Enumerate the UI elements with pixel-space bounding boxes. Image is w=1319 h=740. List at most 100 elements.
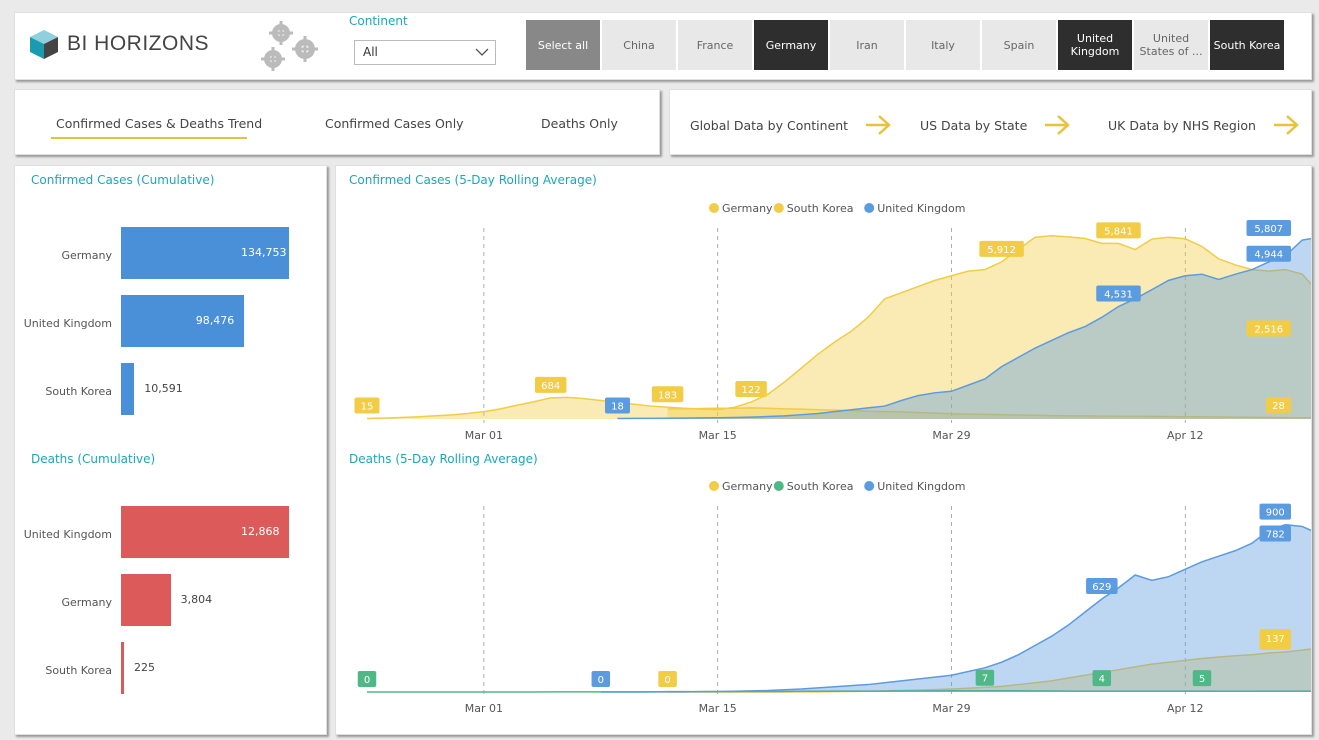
bar-value-label: 98,476 bbox=[195, 314, 235, 327]
bar[interactable] bbox=[121, 227, 289, 279]
nav-uk-data[interactable]: UK Data by NHS Region bbox=[1108, 114, 1300, 136]
legend-item: United Kingdom bbox=[864, 202, 965, 215]
slicer-iran[interactable]: Iran bbox=[830, 20, 904, 70]
data-label-text: 0 bbox=[364, 675, 370, 686]
data-label-bg bbox=[1266, 397, 1291, 414]
data-label-bg bbox=[651, 386, 684, 403]
nav-us-label: US Data by State bbox=[920, 117, 1028, 133]
data-label: 28 bbox=[1266, 397, 1291, 414]
data-label-bg bbox=[1192, 670, 1212, 687]
legend-label: South Korea bbox=[787, 480, 854, 493]
data-label-text: 15 bbox=[361, 402, 374, 413]
legend-label: South Korea bbox=[787, 202, 854, 215]
tab-confirmed-and-deaths[interactable]: Confirmed Cases & Deaths Trend bbox=[56, 116, 263, 131]
data-label-bg bbox=[658, 671, 677, 687]
legend-marker bbox=[773, 203, 784, 213]
bar-label: South Korea bbox=[45, 664, 112, 677]
legend-marker bbox=[709, 481, 719, 491]
series-area bbox=[667, 648, 1311, 692]
legend-label: United Kingdom bbox=[877, 480, 965, 493]
data-label-text: 28 bbox=[1272, 401, 1285, 412]
legend-marker bbox=[864, 481, 875, 491]
data-label-bg bbox=[534, 376, 567, 393]
legend-item: Germany bbox=[709, 202, 773, 215]
data-label-bg bbox=[605, 397, 630, 414]
slicer-south-korea[interactable]: South Korea bbox=[1210, 20, 1284, 70]
series-line bbox=[600, 523, 1311, 693]
bar-label: United Kingdom bbox=[23, 317, 112, 330]
legend-item: South Korea bbox=[773, 480, 854, 493]
data-label: 0 bbox=[658, 671, 677, 687]
bar-value-label: 134,753 bbox=[241, 246, 287, 259]
bar[interactable] bbox=[121, 295, 244, 347]
bar-label: South Korea bbox=[45, 385, 112, 398]
legend-item: Germany bbox=[709, 480, 773, 493]
legend-label: Germany bbox=[722, 202, 773, 215]
bar[interactable] bbox=[121, 574, 171, 626]
tab-confirmed-only[interactable]: Confirmed Cases Only bbox=[325, 116, 464, 131]
bar-label: Germany bbox=[61, 596, 112, 609]
bar-label: United Kingdom bbox=[23, 528, 112, 541]
data-label-bg bbox=[1246, 320, 1291, 337]
data-label-text: 900 bbox=[1266, 508, 1285, 519]
continent-label: Continent bbox=[349, 14, 408, 28]
slicer-france[interactable]: France bbox=[678, 20, 752, 70]
slicer-spain[interactable]: Spain bbox=[982, 20, 1056, 70]
logo-text: BI HORIZONS bbox=[67, 32, 210, 55]
data-label: 18 bbox=[605, 397, 630, 414]
data-label-bg bbox=[591, 671, 611, 687]
data-label: 629 bbox=[1086, 578, 1118, 594]
bar[interactable] bbox=[121, 642, 124, 694]
slicer-china[interactable]: China bbox=[602, 20, 676, 70]
legend-label: United Kingdom bbox=[877, 202, 965, 215]
bar-label: Germany bbox=[61, 249, 112, 262]
data-label-text: 7 bbox=[982, 674, 988, 685]
data-label-text: 5,912 bbox=[987, 245, 1016, 256]
slicer-united-states-of[interactable]: United States of ... bbox=[1134, 20, 1208, 70]
nav-us-data[interactable]: US Data by State bbox=[920, 114, 1071, 136]
x-tick-label: Mar 29 bbox=[932, 702, 970, 715]
data-label-bg bbox=[1096, 285, 1141, 302]
legend-marker bbox=[773, 481, 784, 491]
legend-label: Germany bbox=[722, 480, 773, 493]
data-label-bg bbox=[1259, 525, 1291, 542]
data-label: 15 bbox=[354, 397, 380, 414]
data-label: 5,807 bbox=[1246, 220, 1291, 236]
confirmed-rolling-chart: Germany South Korea United Kingdom Mar 01 Ma… bbox=[354, 202, 1311, 442]
slicer-united-kingdom[interactable]: United Kingdom bbox=[1058, 20, 1132, 70]
data-label: 782 bbox=[1259, 525, 1291, 542]
confirmed-rolling-title: Confirmed Cases (5-Day Rolling Average) bbox=[349, 173, 597, 187]
slicer-germany[interactable]: Germany bbox=[754, 20, 828, 70]
data-label-text: 782 bbox=[1266, 530, 1285, 541]
continent-value: All bbox=[363, 45, 378, 59]
data-label: 137 bbox=[1259, 630, 1291, 647]
nav-uk-label: UK Data by NHS Region bbox=[1108, 117, 1256, 133]
slicer-select-all[interactable]: Select all bbox=[526, 20, 600, 70]
data-label-bg bbox=[1092, 670, 1112, 687]
x-tick-label: Mar 15 bbox=[699, 702, 737, 715]
data-label-text: 0 bbox=[664, 675, 670, 686]
data-label: 684 bbox=[534, 376, 567, 393]
bar[interactable] bbox=[121, 506, 289, 558]
x-tick-label: Mar 01 bbox=[465, 702, 503, 715]
data-label-bg bbox=[1086, 578, 1118, 594]
page-navigation: Global Data by Continent US Data by Stat… bbox=[669, 89, 1312, 155]
data-label: 5,912 bbox=[979, 240, 1024, 257]
header-bar: BI HORIZONS Continent All Select all Chin… bbox=[14, 12, 1312, 80]
data-label-text: 4 bbox=[1099, 674, 1105, 685]
data-label-bg bbox=[735, 381, 767, 398]
slicer-italy[interactable]: Italy bbox=[906, 20, 980, 70]
bar-value-label: 12,868 bbox=[241, 525, 280, 538]
bar[interactable] bbox=[121, 363, 135, 415]
data-label-bg bbox=[1246, 245, 1291, 262]
data-label-bg bbox=[1259, 630, 1291, 647]
data-label-text: 183 bbox=[658, 390, 677, 401]
data-label-bg bbox=[354, 397, 380, 414]
data-label: 2,516 bbox=[1246, 320, 1291, 337]
data-label: 183 bbox=[651, 386, 684, 403]
data-label-text: 629 bbox=[1092, 582, 1111, 593]
continent-dropdown[interactable]: All bbox=[354, 40, 496, 65]
data-label-text: 5,807 bbox=[1254, 224, 1283, 235]
nav-global-data[interactable]: Global Data by Continent bbox=[690, 114, 892, 136]
tab-deaths-only[interactable]: Deaths Only bbox=[541, 116, 618, 131]
